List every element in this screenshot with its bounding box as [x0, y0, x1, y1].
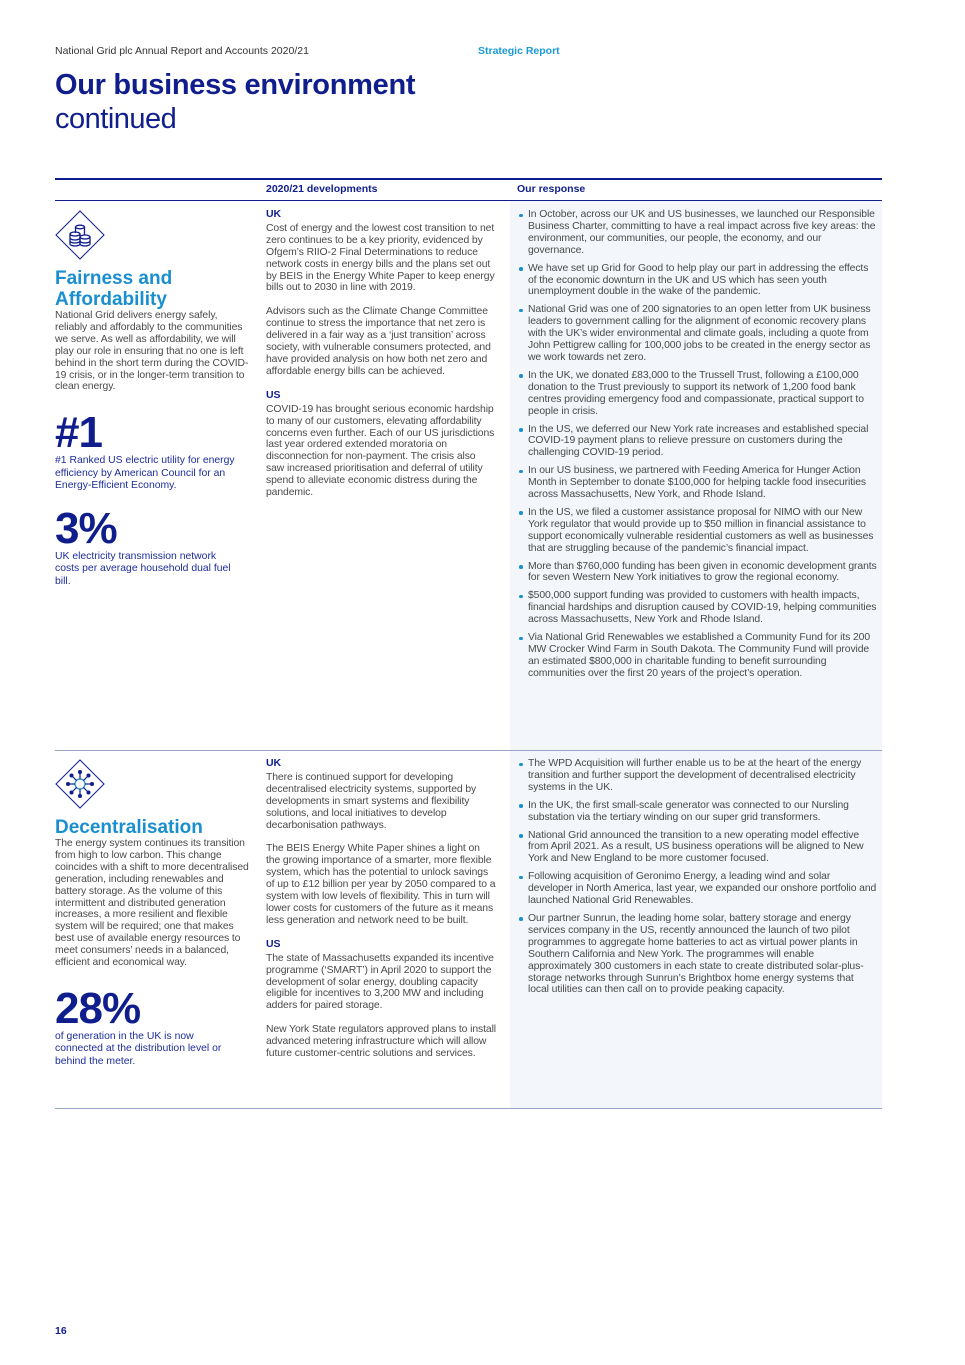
stat-value: #1 [55, 408, 103, 458]
theme-cell-fairness: Fairness and Affordability National Grid… [55, 210, 250, 588]
development-paragraph: The state of Massachusetts expanded its … [266, 952, 494, 1012]
region-label-us: US [266, 937, 281, 950]
region-label-us: US [266, 388, 281, 401]
response-item: In October, across our UK and US busines… [517, 209, 877, 257]
response-item: The WPD Acquisition will further enable … [517, 758, 877, 794]
stat-caption: UK electricity transmission network cost… [55, 550, 231, 587]
stat-value: 28% [55, 983, 141, 1033]
row-separator [55, 750, 882, 751]
theme-title: Fairness and Affordability [55, 268, 173, 310]
development-paragraph: There is continued support for developin… [266, 771, 477, 831]
response-item: National Grid announced the transition t… [517, 830, 877, 866]
running-title: National Grid plc Annual Report and Acco… [55, 45, 309, 57]
development-paragraph: COVID-19 has brought serious economic ha… [266, 403, 495, 499]
page-number: 16 [55, 1325, 67, 1337]
table-header-rule [55, 200, 882, 201]
response-item: In the US, we filed a customer assistanc… [517, 507, 877, 555]
stat-value: 3% [55, 503, 118, 553]
response-item: In the UK, we donated £83,000 to the Tru… [517, 370, 877, 418]
table-top-rule [55, 178, 882, 180]
network-nodes-icon [55, 759, 105, 809]
developments-cell-decentralisation: UK There is continued support for develo… [266, 757, 496, 1072]
developments-cell-fairness: UK Cost of energy and the lowest cost tr… [266, 208, 496, 511]
stat-caption: #1 Ranked US electric utility for energy… [55, 455, 235, 492]
stat-caption: of generation in the UK is now connected… [55, 1030, 222, 1067]
response-item: In our US business, we partnered with Fe… [517, 465, 877, 501]
response-item: $500,000 support funding was provided to… [517, 590, 877, 626]
response-list-decentralisation: The WPD Acquisition will further enable … [517, 758, 877, 1002]
response-item: Following acquisition of Geronimo Energy… [517, 871, 877, 907]
response-item: Via National Grid Renewables we establis… [517, 632, 877, 680]
theme-cell-decentralisation: Decentralisation The energy system conti… [55, 759, 250, 1068]
region-label-uk: UK [266, 757, 281, 769]
response-column-background [510, 201, 882, 1108]
response-item: Our partner Sunrun, the leading home sol… [517, 913, 877, 996]
response-list-fairness: In October, across our UK and US busines… [517, 209, 877, 686]
response-item: In the UK, the first small-scale generat… [517, 800, 877, 824]
development-paragraph: Advisors such as the Climate Change Comm… [266, 306, 491, 377]
development-paragraph: Cost of energy and the lowest cost trans… [266, 222, 495, 294]
page-title: Our business environment [55, 69, 416, 101]
response-item: In the US, we deferred our New York rate… [517, 424, 877, 460]
response-item: National Grid was one of 200 signatories… [517, 304, 877, 364]
column-header-developments: 2020/21 developments [266, 183, 378, 195]
section-label: Strategic Report [478, 45, 560, 57]
theme-description: The energy system continues its transiti… [55, 838, 249, 969]
coins-stack-icon [55, 210, 105, 260]
theme-title: Decentralisation [55, 817, 203, 838]
development-paragraph: The BEIS Energy White Paper shines a lig… [266, 843, 496, 926]
table-bottom-rule [55, 1108, 882, 1109]
response-item: More than $760,000 funding has been give… [517, 561, 877, 585]
page-subtitle: continued [55, 103, 177, 135]
column-header-response: Our response [517, 183, 586, 195]
development-paragraph: New York State regulators approved plans… [266, 1024, 496, 1060]
theme-description: National Grid delivers energy safely, re… [55, 310, 249, 393]
region-label-uk: UK [266, 208, 281, 220]
response-item: We have set up Grid for Good to help pla… [517, 263, 877, 299]
